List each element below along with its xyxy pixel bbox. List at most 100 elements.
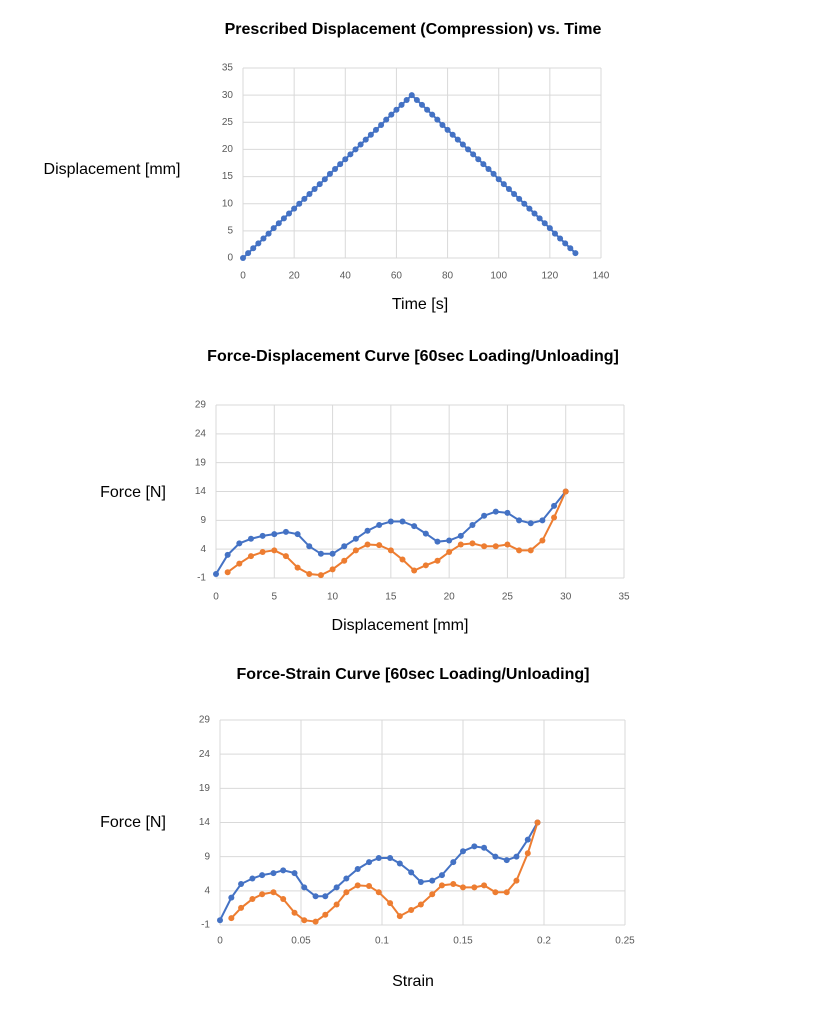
data-point xyxy=(376,521,383,528)
data-point xyxy=(270,889,277,896)
x-tick-label: 0.1 xyxy=(375,936,389,947)
data-point xyxy=(282,553,289,560)
data-point xyxy=(411,567,418,574)
data-point xyxy=(312,893,319,900)
data-point xyxy=(301,884,308,891)
data-point xyxy=(492,853,499,860)
data-point xyxy=(312,918,319,925)
series-line xyxy=(219,822,539,921)
data-point xyxy=(250,245,257,252)
x-tick-label: 15 xyxy=(385,592,397,603)
data-point xyxy=(562,240,569,247)
data-point xyxy=(260,235,267,242)
data-point xyxy=(354,865,361,872)
data-point xyxy=(343,889,350,896)
data-point xyxy=(429,877,436,884)
y-tick-label: 14 xyxy=(199,817,211,828)
data-point xyxy=(469,540,476,547)
data-point xyxy=(516,195,523,202)
y-tick-label: 24 xyxy=(195,428,207,439)
data-point xyxy=(337,161,344,168)
y-tick-label: 20 xyxy=(222,144,234,155)
y-tick-label: 10 xyxy=(222,198,234,209)
data-point xyxy=(249,875,256,882)
data-point xyxy=(247,535,254,542)
data-point xyxy=(375,855,382,862)
data-point xyxy=(539,537,546,544)
data-point xyxy=(388,111,395,118)
data-point xyxy=(457,541,464,548)
data-point xyxy=(459,141,466,148)
data-point xyxy=(249,896,256,903)
data-point xyxy=(317,572,324,579)
data-point xyxy=(516,547,523,554)
data-point xyxy=(541,220,548,227)
y-tick-label: 0 xyxy=(227,253,233,264)
x-tick-label: 0.2 xyxy=(537,936,551,947)
data-point xyxy=(531,210,538,217)
data-point xyxy=(362,136,369,143)
data-point xyxy=(434,557,441,564)
data-point xyxy=(495,176,502,183)
x-tick-label: 0.15 xyxy=(453,936,473,947)
y-tick-label: 15 xyxy=(222,171,234,182)
data-point xyxy=(408,869,415,876)
data-point xyxy=(301,195,308,202)
y-tick-label: -1 xyxy=(201,920,210,931)
data-point xyxy=(439,122,446,128)
y-tick-label: 4 xyxy=(200,544,206,555)
data-point xyxy=(413,97,420,104)
y-tick-label: 30 xyxy=(222,90,234,101)
data-point xyxy=(322,893,329,900)
data-point xyxy=(546,225,553,232)
data-point xyxy=(333,901,340,908)
data-point xyxy=(236,560,243,567)
data-point xyxy=(322,911,329,918)
data-point xyxy=(492,889,499,896)
data-point xyxy=(557,235,564,242)
data-point xyxy=(317,550,324,557)
data-point xyxy=(551,514,558,521)
data-point xyxy=(562,488,569,495)
data-point xyxy=(438,872,445,879)
data-point xyxy=(352,547,359,554)
data-point xyxy=(481,512,488,519)
data-point xyxy=(393,106,400,113)
data-point xyxy=(271,547,278,554)
data-point xyxy=(270,870,277,877)
chart: Force-Strain Curve [60sec Loading/Unload… xyxy=(100,666,635,990)
data-point xyxy=(492,543,499,550)
data-point xyxy=(387,900,394,907)
data-point xyxy=(492,508,499,515)
x-axis-title: Time [s] xyxy=(392,296,448,313)
x-tick-label: 0 xyxy=(213,592,219,603)
data-point xyxy=(422,530,429,537)
data-point xyxy=(271,531,278,538)
data-point xyxy=(238,881,245,887)
data-point xyxy=(311,186,318,193)
data-point xyxy=(481,882,488,889)
data-point xyxy=(296,200,303,207)
data-point xyxy=(534,819,541,826)
data-point xyxy=(411,523,418,530)
data-point xyxy=(471,884,478,891)
data-point xyxy=(329,566,336,573)
data-point xyxy=(291,870,298,877)
data-point xyxy=(446,549,453,556)
x-tick-label: 0 xyxy=(240,271,246,282)
data-point xyxy=(399,556,406,563)
data-point xyxy=(504,541,511,548)
data-point xyxy=(378,122,385,128)
y-tick-label: 9 xyxy=(204,851,210,862)
data-point xyxy=(291,909,298,916)
y-tick-label: 29 xyxy=(195,400,207,411)
data-point xyxy=(383,116,390,123)
x-tick-label: 140 xyxy=(593,271,610,282)
data-point xyxy=(364,527,371,534)
data-point xyxy=(301,917,308,924)
x-tick-label: 10 xyxy=(327,592,339,603)
data-point xyxy=(255,240,262,247)
data-point xyxy=(470,151,477,158)
y-axis-title: Force [N] xyxy=(100,814,166,831)
y-tick-label: 35 xyxy=(222,63,234,74)
